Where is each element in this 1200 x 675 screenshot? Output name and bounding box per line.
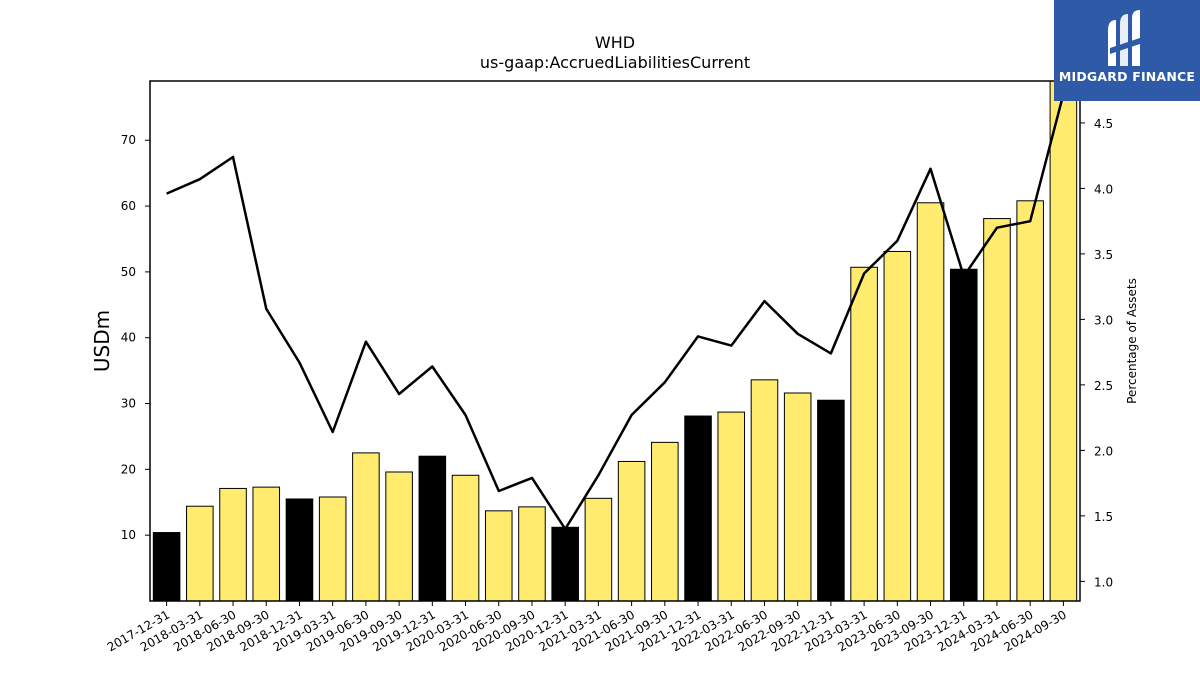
bar-2020-09-30 xyxy=(518,506,546,602)
y-tick-label: 40 xyxy=(121,331,136,345)
bar-2020-12-31 xyxy=(551,526,579,602)
y2-tick-label: 2.5 xyxy=(1094,379,1113,393)
bar-2022-06-30 xyxy=(750,379,779,602)
y-tick-label: 50 xyxy=(121,265,136,279)
y-tick-label: 70 xyxy=(121,133,136,147)
percentage-line xyxy=(166,93,1065,531)
plot-frame xyxy=(149,80,1081,602)
bar-2018-03-31 xyxy=(186,505,214,602)
bar-2019-03-31 xyxy=(318,496,347,602)
y-tick-label: 60 xyxy=(121,199,136,213)
bar-2022-12-31 xyxy=(817,399,845,602)
bar-2023-03-31 xyxy=(850,266,878,602)
bar-2021-03-31 xyxy=(584,497,613,602)
y2-tick-label: 3.0 xyxy=(1094,313,1113,327)
bar-2021-12-31 xyxy=(684,415,712,602)
bar-2019-12-31 xyxy=(418,455,447,602)
bar-2024-06-30 xyxy=(1016,200,1044,602)
bar-2023-06-30 xyxy=(883,250,912,602)
y-tick-label: 20 xyxy=(121,462,136,476)
bar-2021-06-30 xyxy=(617,460,646,602)
y-tick-label: 30 xyxy=(121,397,136,411)
y2-tick-label: 4.5 xyxy=(1094,117,1113,131)
y2-tick-label: 2.0 xyxy=(1094,444,1113,458)
line-series xyxy=(166,93,1065,531)
y2-tick-label: 1.0 xyxy=(1094,575,1113,589)
chart-subtitle: us-gaap:AccruedLiabilitiesCurrent xyxy=(480,53,750,72)
bar-2018-12-31 xyxy=(285,498,314,602)
bar-2024-09-30 xyxy=(1049,80,1078,602)
y2-tick-label: 3.5 xyxy=(1094,248,1113,262)
y2-tick-label: 1.5 xyxy=(1094,510,1113,524)
bar-2022-09-30 xyxy=(783,392,812,602)
bar-2020-03-31 xyxy=(451,474,480,602)
y-tick-label: 10 xyxy=(121,528,136,542)
bar-2020-06-30 xyxy=(484,510,513,602)
bar-2023-09-30 xyxy=(916,202,945,602)
bar-2021-09-30 xyxy=(651,441,679,602)
bar-2024-03-31 xyxy=(983,218,1011,602)
bar-series xyxy=(152,80,1078,602)
bar-2019-09-30 xyxy=(385,471,413,602)
bar-2023-12-31 xyxy=(949,268,978,602)
y2-tick-label: 4.0 xyxy=(1094,182,1113,196)
bar-2019-06-30 xyxy=(352,452,380,602)
bar-2022-03-31 xyxy=(717,411,746,602)
bar-2017-12-31 xyxy=(152,532,181,602)
y-axis-label: USDm xyxy=(90,310,114,372)
midgard-finance-logo: MIDGARD FINANCE xyxy=(1054,0,1200,101)
midgard-m-logo-icon xyxy=(1108,10,1146,66)
y2-axis-label: Percentage of Assets xyxy=(1125,278,1139,404)
bar-2018-09-30 xyxy=(252,486,281,602)
logo-text: MIDGARD FINANCE xyxy=(1058,69,1196,84)
chart-title: WHD xyxy=(595,33,635,52)
bar-2018-06-30 xyxy=(219,487,247,602)
